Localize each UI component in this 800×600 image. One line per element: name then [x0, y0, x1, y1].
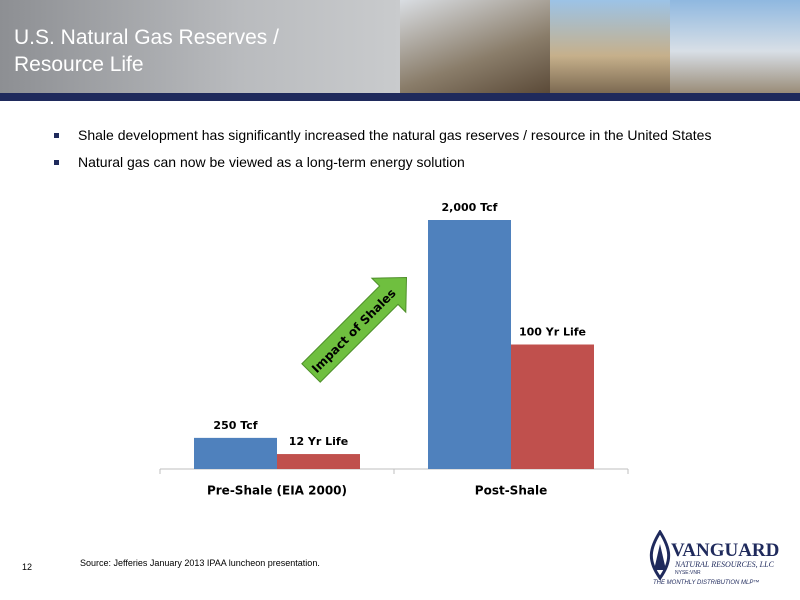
x-tick-label: Pre-Shale (EIA 2000) — [207, 484, 347, 498]
bullet: Shale development has significantly incr… — [50, 127, 711, 143]
bar — [194, 437, 277, 469]
header-bar — [0, 93, 800, 101]
annotation: Impact of Shales — [309, 286, 399, 376]
bar — [511, 344, 594, 469]
source: Source: Jefferies January 2013 IPAA lunc… — [80, 558, 320, 568]
bar — [428, 220, 511, 469]
data-label: 12 Yr Life — [289, 435, 348, 448]
bullet-list: Shale development has significantly incr… — [50, 127, 711, 181]
logo-ticker: NYSE:VNR — [675, 570, 701, 576]
logo: VANGUARD NATURAL RESOURCES, LLC NYSE:VNR… — [645, 530, 795, 595]
logo-name: VANGUARD — [671, 540, 780, 561]
page-number: 12 — [22, 562, 33, 572]
annotation-arrow: Impact of Shales — [301, 276, 408, 383]
slide-title: U.S. Natural Gas Reserves / Resource Lif… — [14, 26, 279, 76]
x-tick-label: Post-Shale — [475, 484, 547, 498]
data-label: 100 Yr Life — [519, 326, 586, 339]
logo-subtitle: NATURAL RESOURCES, LLC — [675, 560, 774, 569]
logo-mark — [649, 530, 671, 580]
photo — [400, 0, 550, 93]
data-label: 2,000 Tcf — [442, 201, 498, 214]
arrow — [301, 276, 408, 383]
photo — [550, 0, 670, 93]
data-label: 250 Tcf — [213, 419, 257, 432]
photo — [670, 0, 800, 93]
bar — [277, 454, 360, 469]
header: U.S. Natural Gas Reserves / Resource Lif… — [0, 0, 800, 93]
bullet: Natural gas can now be viewed as a long-… — [50, 154, 711, 170]
chart: Impact of Shales Pre-Shale (EIA 2000) 250… — [159, 201, 629, 498]
logo-tagline: THE MONTHLY DISTRIBUTION MLP™ — [653, 580, 760, 586]
